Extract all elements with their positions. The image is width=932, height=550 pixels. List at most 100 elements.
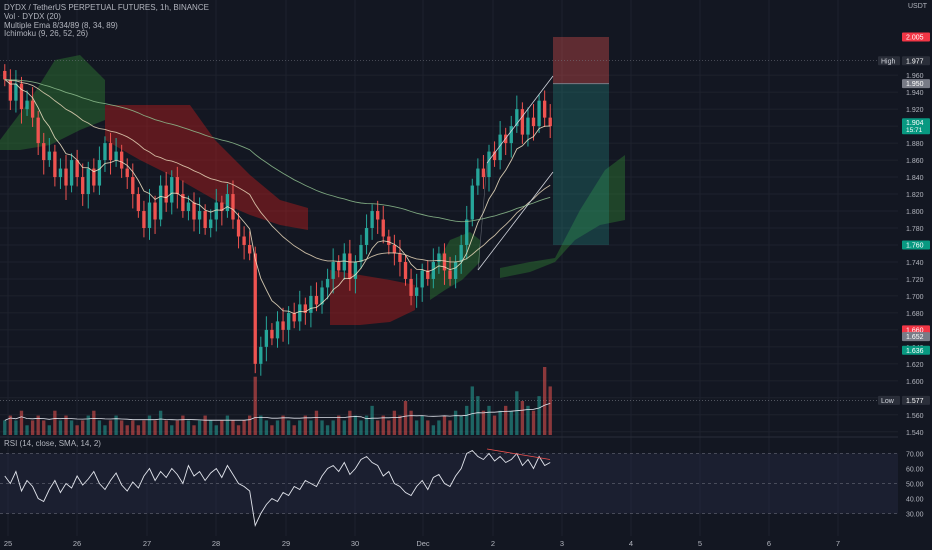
price-tag-box [878, 56, 900, 66]
volume-bar [214, 425, 218, 435]
volume-bar [30, 420, 35, 435]
volume-bar [158, 410, 163, 435]
volume-bar [197, 420, 202, 435]
short-position-tool[interactable] [0, 36, 898, 401]
trend-lines[interactable] [477, 75, 554, 271]
channel-upper-line [486, 75, 554, 164]
rsi-legend[interactable]: RSI (14, close, SMA, 14, 2) [4, 439, 101, 449]
symbol-title: DYDX / TetherUS PERPETUAL FUTURES, 1h, B… [4, 3, 209, 12]
volume-bar [526, 405, 530, 435]
volume-bar [248, 415, 252, 435]
price-tick-label: 1.700 [906, 294, 924, 301]
time-tick-label: 2 [491, 539, 495, 548]
price-label-box [902, 332, 930, 342]
volume-bar [504, 405, 508, 435]
time-axis[interactable]: 25 26 27 28 29 30 Dec 2 3 4 5 6 7 [4, 539, 840, 548]
candle-body [298, 304, 302, 322]
candle-body [114, 151, 118, 161]
cloud-region [500, 155, 625, 278]
candle-body [492, 151, 497, 161]
candle-body [175, 177, 179, 195]
candle-body [147, 202, 152, 228]
volume-bar [403, 401, 408, 435]
price-axis[interactable]: 1.5401.5601.5801.6001.6201.6401.6601.680… [878, 32, 930, 437]
candle-body [331, 261, 335, 279]
volume-bar [69, 420, 74, 435]
candle-body [364, 228, 369, 245]
volume-bar [170, 425, 174, 435]
volume-bar [420, 415, 424, 435]
candle-body [509, 126, 513, 144]
cloud-region [330, 270, 415, 325]
candle-body [209, 219, 213, 228]
candle-body [398, 253, 402, 262]
candle-body [153, 202, 157, 220]
volume-bar [481, 410, 486, 435]
price-label-text: 1.977 [906, 58, 924, 65]
candle-body [420, 270, 424, 288]
price-tick-label: 1.560 [906, 413, 924, 420]
volume-bar [426, 420, 430, 435]
price-label-box [902, 395, 930, 405]
volume-bar [275, 420, 280, 435]
channel-lower-line [477, 171, 554, 271]
candle-body [264, 329, 269, 347]
volume-bar [320, 420, 324, 435]
candle-body [197, 211, 202, 220]
candle-body [448, 270, 452, 279]
volume-bar [114, 415, 118, 435]
price-tag-text: Low [881, 398, 895, 405]
volume-bar [520, 401, 525, 435]
price-label-box [902, 56, 930, 66]
candle-body [498, 134, 502, 161]
volume-bar [359, 420, 363, 435]
candle-body [203, 211, 207, 228]
price-tick-label: 1.720 [906, 277, 924, 284]
volume-bar [292, 425, 296, 435]
candle-body [465, 219, 469, 245]
candle-body [136, 194, 141, 212]
candle-body [69, 160, 74, 186]
ichimoku-indicator-label: Ichimoku (9, 26, 52, 26) [4, 29, 89, 38]
ema-indicator-label: Multiple Ema 8/34/89 (8, 34, 89) [4, 21, 118, 30]
time-tick-label: 25 [4, 539, 12, 548]
price-tick-label: 1.780 [906, 226, 924, 233]
candle-body [220, 202, 224, 212]
price-label-text: 1.904 [906, 120, 924, 127]
volume-bar [242, 420, 246, 435]
candle-body [281, 321, 285, 330]
candle-body [548, 117, 552, 127]
candle-body [481, 168, 486, 178]
volume-bar [498, 410, 502, 435]
time-tick-label: 4 [629, 539, 633, 548]
candle-body [103, 143, 107, 161]
candle-body [442, 253, 447, 271]
rsi-band [0, 453, 898, 514]
candle-body [131, 177, 135, 195]
volume-bar [392, 410, 397, 435]
candle-body [125, 168, 129, 178]
price-label-text: 1.950 [906, 81, 924, 88]
symbol-legend[interactable]: DYDX / TetherUS PERPETUAL FUTURES, 1h, B… [4, 3, 209, 13]
take-profit-zone [553, 83, 609, 245]
volume-bar [381, 415, 385, 435]
volume-bar [8, 415, 13, 435]
volume-bar [364, 415, 369, 435]
ema-legend[interactable]: Multiple Ema 8/34/89 (8, 34, 89) [4, 21, 118, 31]
volume-bar [331, 420, 335, 435]
price-tick-label: 1.820 [906, 192, 924, 199]
price-tick-label: 1.940 [906, 90, 924, 97]
candle-body [192, 202, 196, 220]
volume-bar [153, 420, 157, 435]
candle-body [3, 70, 7, 80]
ichimoku-legend[interactable]: Ichimoku (9, 26, 52, 26) [4, 29, 88, 39]
ema-lines [4, 78, 551, 314]
volume-bar [42, 420, 46, 435]
volume-legend[interactable]: Vol · DYDX (20) [4, 12, 61, 22]
ichimoku-cloud [0, 55, 625, 325]
candle-body [370, 211, 374, 228]
volume-bar [97, 420, 102, 435]
volume-bar [103, 425, 107, 435]
volume-bar [342, 420, 346, 435]
